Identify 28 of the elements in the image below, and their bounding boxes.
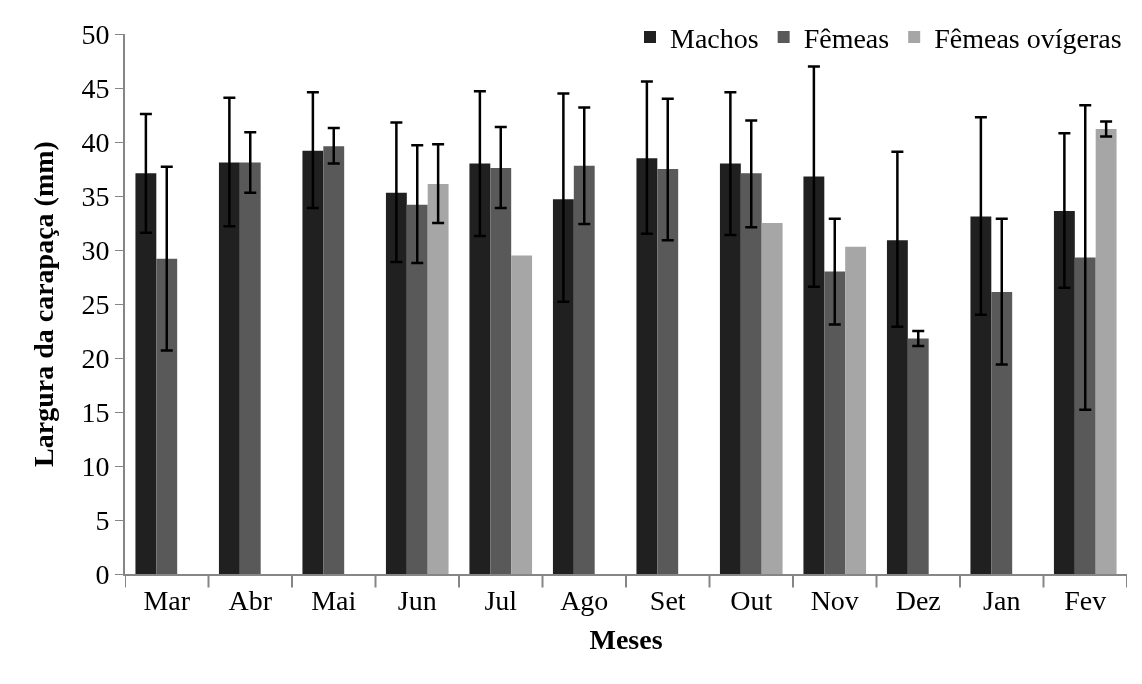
legend-label: Machos [670, 23, 759, 55]
y-axis-title: Largura da carapaça (mm) [27, 141, 59, 467]
y-tick-label: 50 [81, 18, 110, 50]
x-axis-title: Meses [589, 624, 663, 656]
y-tick-label: 10 [81, 450, 110, 482]
legend-label: Fêmeas ovígeras [934, 23, 1122, 55]
y-tick-label: 40 [81, 126, 110, 158]
x-tick-label: Set [649, 584, 686, 616]
x-tick-label: Mai [311, 584, 357, 616]
y-tick-label: 30 [81, 234, 110, 266]
y-tick-label: 0 [95, 558, 110, 590]
legend-label: Fêmeas [803, 23, 890, 55]
x-tick-label: Fev [1064, 584, 1107, 616]
x-tick-label: Jul [484, 584, 518, 616]
x-tick-label: Mar [143, 584, 191, 616]
y-tick-label: 20 [81, 342, 110, 374]
x-tick-label: Nov [810, 584, 859, 616]
x-tick-label: Dez [895, 584, 941, 616]
y-tick-label: 25 [81, 288, 110, 320]
y-tick-label: 45 [81, 72, 110, 104]
x-tick-label: Out [730, 584, 773, 616]
y-tick-label: 5 [95, 504, 110, 536]
x-tick-label: Jan [983, 584, 1021, 616]
x-tick-label: Ago [560, 584, 609, 616]
x-tick-label: Abr [228, 584, 273, 616]
y-tick-label: 35 [81, 180, 110, 212]
y-tick-label: 15 [81, 396, 110, 428]
x-tick-label: Jun [397, 584, 437, 616]
